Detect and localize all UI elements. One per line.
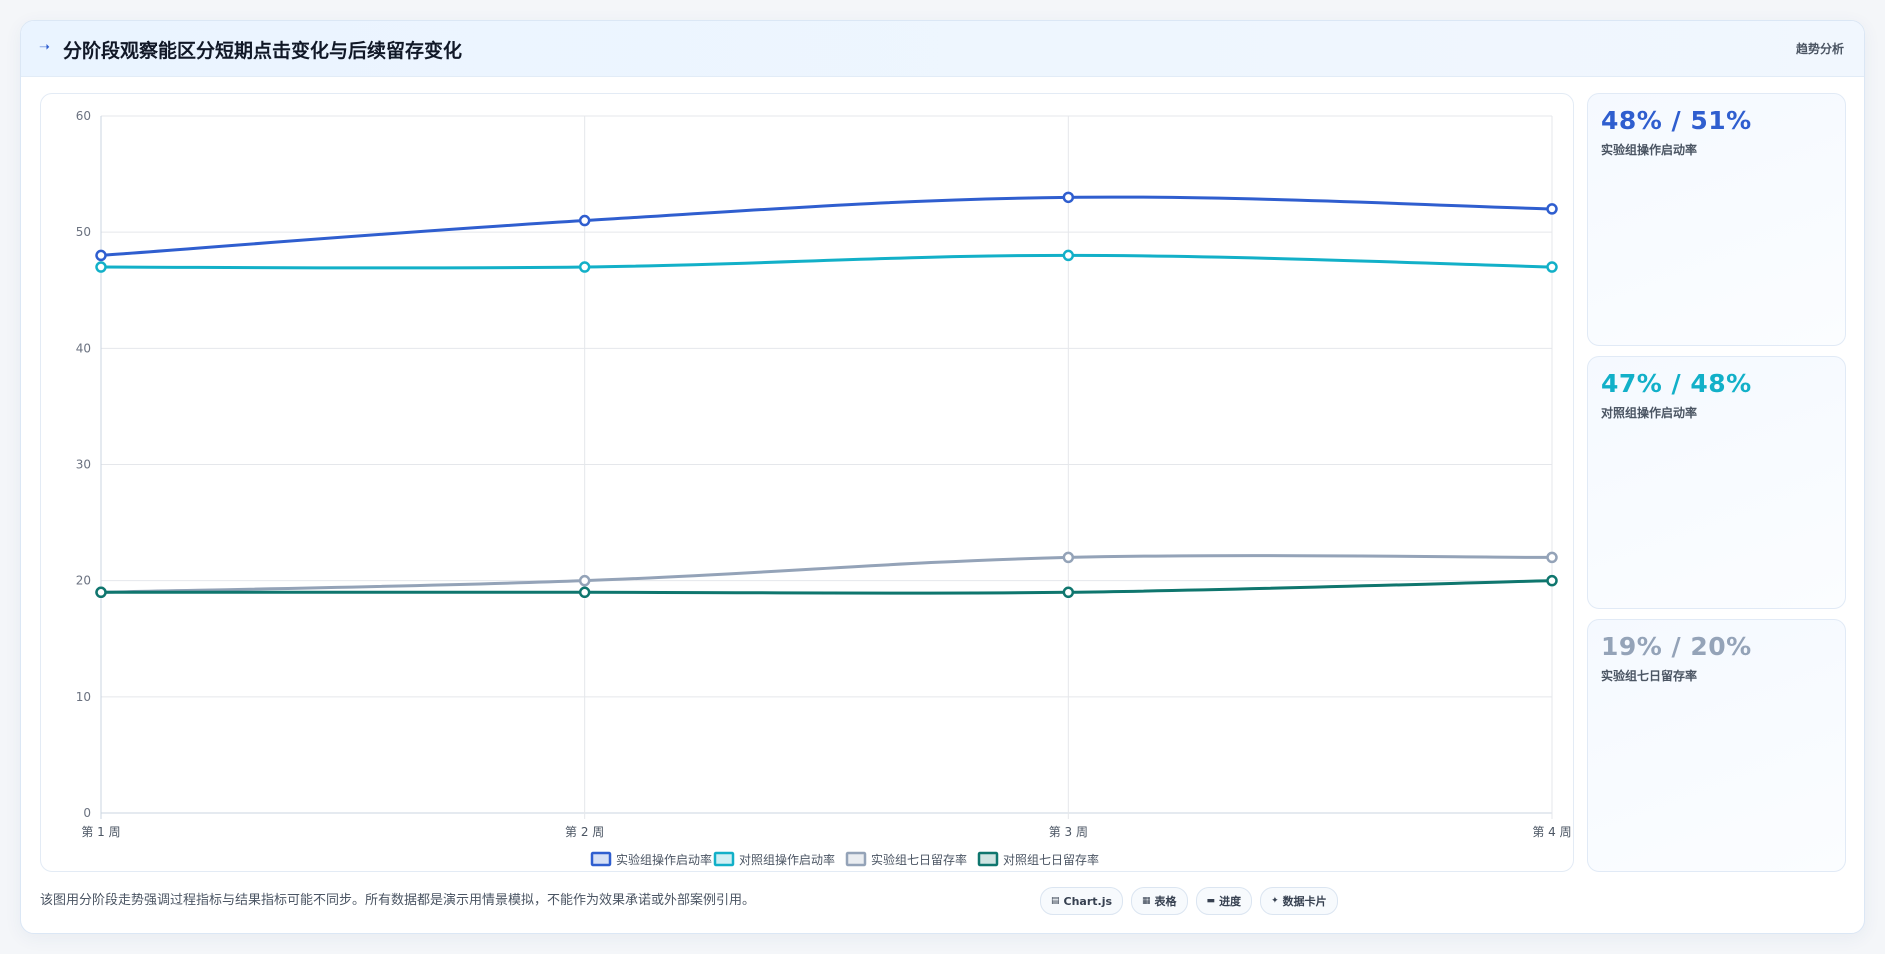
chip-label: Chart.js [1063,894,1113,908]
data-point [95,261,107,273]
data-point [1546,261,1558,273]
trend-icon: ➝ [39,40,50,55]
chart-icon: ▤ [1051,896,1060,906]
kpi-card-experiment-retention: 19% / 20% 实验组七日留存率 [1587,619,1846,872]
legend-swatch [590,851,612,867]
line-chart-panel: 0 10 20 30 40 50 60 第 1 周 第 2 周 第 3 周 第 4 周实验组操作启动… [40,93,1574,872]
y-tick-label: 60 [76,109,91,123]
data-point [578,261,591,273]
table-icon: ▦ [1142,896,1151,906]
data-point [578,586,591,599]
legend-swatch [713,851,735,867]
card-icon: ✦ [1271,896,1279,906]
kpi-label: 对照组操作启动率 [1601,406,1698,420]
chip-progress[interactable]: ▬ 进度 [1195,887,1253,915]
page-title: 分阶段观察能区分短期点击变化与后续留存变化 [63,40,463,62]
data-point [95,249,107,262]
kpi-label: 实验组七日留存率 [1601,669,1698,683]
legend-swatch [977,851,999,867]
y-tick-label: 30 [76,458,91,472]
series-line-2 [100,554,1553,594]
x-tick-label: 第 2 周 [565,825,604,839]
chip-chartjs[interactable]: ▤ Chart.js [1040,887,1124,915]
kpi-value: 19% / 20% [1601,632,1752,661]
legend-swatch [845,851,867,867]
y-tick-label: 40 [76,341,91,355]
footnote: 该图用分阶段走势强调过程指标与结果指标可能不同步。所有数据都是演示用情景模拟，不… [40,893,756,908]
series-line-3 [101,579,1553,595]
card-header: ➝ 分阶段观察能区分短期点击变化与后续留存变化 趋势分析 [21,21,1864,77]
legend-label: 对照组七日留存率 [1003,852,1099,867]
legend-label: 对照组操作启动率 [739,852,835,867]
kpi-card-control-activation: 47% / 48% 对照组操作启动率 [1587,356,1846,609]
x-tick-label: 第 1 周 [81,825,120,839]
data-point [95,586,107,599]
data-point [1546,574,1558,587]
chip-data-card[interactable]: ✦ 数据卡片 [1260,887,1338,915]
series-line-0 [100,195,1553,257]
legend-label: 实验组七日留存率 [871,852,967,867]
y-tick-label: 0 [83,806,91,820]
y-tick-label: 50 [76,225,91,239]
chip-label: 表格 [1154,895,1177,908]
data-point [1062,191,1075,204]
chip-label: 进度 [1219,895,1242,908]
data-point [1546,203,1558,215]
data-point [1062,586,1075,599]
data-point [1062,249,1075,262]
tag-chips: ▤ Chart.js ▦ 表格 ▬ 进度 ✦ 数据卡片 [1040,887,1338,915]
kpi-value: 47% / 48% [1601,369,1752,398]
chip-table[interactable]: ▦ 表格 [1131,887,1188,915]
y-tick-label: 20 [76,574,91,588]
kpi-label: 实验组操作启动率 [1601,143,1698,157]
x-tick-label: 第 4 周 [1532,825,1571,839]
kpi-card-experiment-activation: 48% / 51% 实验组操作启动率 [1587,93,1846,346]
series-line-1 [100,253,1553,270]
data-point [578,214,591,227]
chart-card: ➝ 分阶段观察能区分短期点击变化与后续留存变化 趋势分析 0 10 20 30 40 50… [20,20,1865,934]
x-tick-label: 第 3 周 [1049,825,1088,839]
trend-analysis-tag: 趋势分析 [1795,42,1844,56]
data-point [1546,551,1558,564]
kpi-value: 48% / 51% [1601,106,1752,135]
data-point [1062,551,1075,564]
y-tick-label: 10 [76,690,91,704]
data-point [578,574,591,587]
line-chart: 0 10 20 30 40 50 60 第 1 周 第 2 周 第 3 周 第 4 周实验组操作启动… [76,109,1572,867]
progress-icon: ▬ [1206,896,1216,906]
chip-label: 数据卡片 [1282,895,1327,908]
legend-label: 实验组操作启动率 [616,852,712,867]
